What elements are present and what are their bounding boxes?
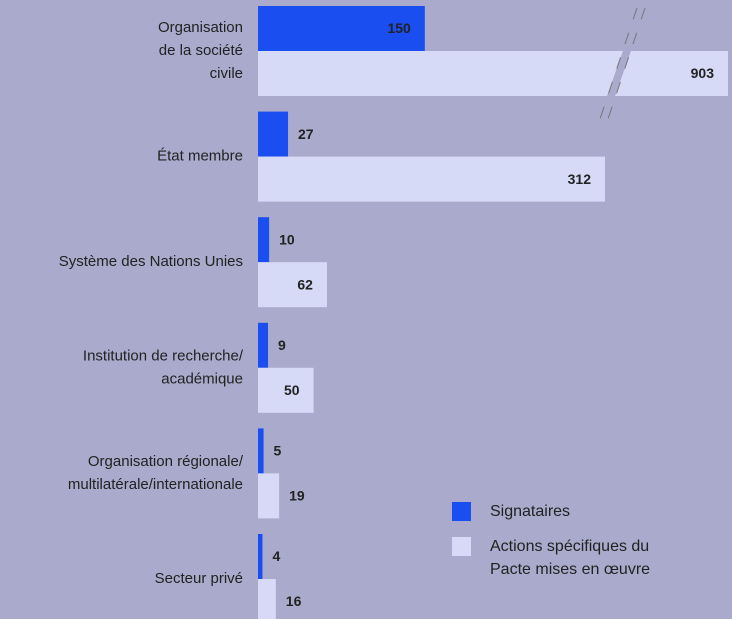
value-label: 10 — [279, 231, 295, 247]
axis-break-mark — [596, 7, 638, 129]
legend-swatch — [452, 502, 471, 521]
category-label: civile — [210, 65, 243, 82]
legend-label: Actions spécifiques du Pacte mises en œu… — [490, 538, 651, 578]
legend-item: Actions spécifiques du Pacte mises en œu… — [452, 535, 722, 581]
category-label: académique — [161, 370, 243, 387]
value-label: 150 — [387, 20, 411, 36]
bar — [258, 534, 263, 579]
category-label: État membre — [157, 148, 243, 165]
legend: Signataires Actions spécifiques du Pacte … — [452, 500, 722, 593]
bar — [258, 367, 314, 413]
bar — [258, 156, 605, 202]
legend-label: Signataires — [490, 503, 571, 520]
category-label: multilatérale/internationale — [68, 476, 243, 493]
bar — [258, 217, 270, 263]
value-label: 903 — [691, 65, 715, 81]
legend-swatch — [452, 537, 471, 556]
category-label: de la société — [159, 42, 243, 59]
category-label: Secteur privé — [155, 570, 243, 587]
value-label: 19 — [289, 488, 305, 504]
bar — [258, 111, 289, 157]
bar — [258, 473, 280, 519]
value-label: 62 — [297, 276, 313, 292]
value-label: 9 — [278, 337, 286, 353]
value-label: 4 — [272, 548, 280, 564]
bar — [258, 6, 425, 51]
value-label: 27 — [298, 126, 314, 142]
value-label: 50 — [284, 382, 300, 398]
axis-break-gap — [607, 51, 631, 96]
bar — [258, 579, 276, 619]
value-label: 312 — [568, 171, 592, 187]
bar — [258, 262, 327, 308]
category-label: Système des Nations Unies — [59, 253, 243, 270]
bar — [258, 51, 728, 96]
category-label: Institution de recherche/ — [83, 347, 244, 364]
legend-item: Signataires — [452, 500, 722, 523]
category-label: Organisation régionale/ — [88, 453, 244, 470]
axis-break-mark — [604, 7, 646, 129]
category-label: Organisation — [158, 19, 243, 36]
value-label: 5 — [274, 443, 282, 459]
bar — [258, 428, 264, 474]
value-label: 16 — [286, 593, 302, 609]
bar — [258, 322, 269, 368]
